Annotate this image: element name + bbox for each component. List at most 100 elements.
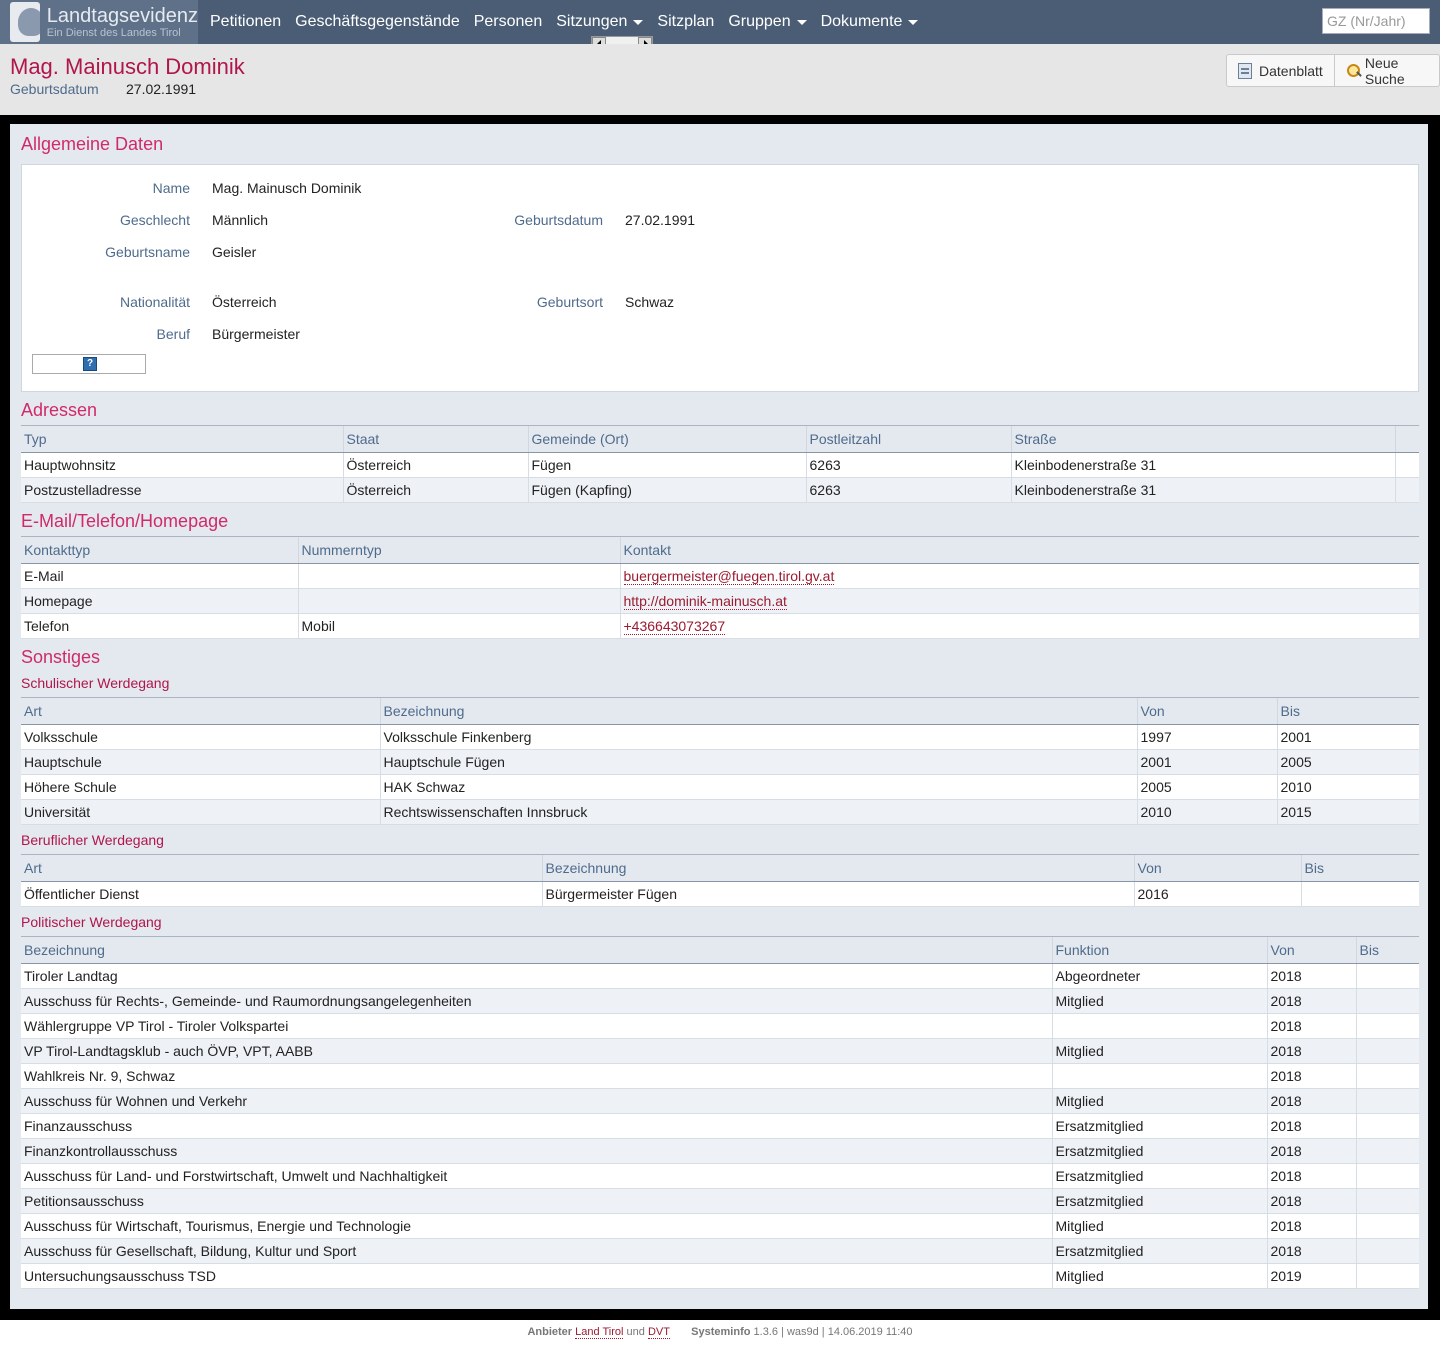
- column-header[interactable]: Funktion: [1051, 936, 1267, 964]
- column-header[interactable]: Bis: [1276, 697, 1419, 725]
- table-row: Homepage http://dominik-mainusch.at: [21, 588, 1419, 614]
- column-header[interactable]: Kontakt: [619, 536, 1419, 564]
- nav-item-dokumente[interactable]: Dokumente: [821, 13, 919, 31]
- table-cell: Mitglied: [1052, 1263, 1268, 1289]
- brand-subtitle: Ein Dienst des Landes Tirol: [46, 26, 181, 39]
- column-header[interactable]: Nummerntyp: [297, 536, 620, 564]
- table-cell: Ersatzmitglied: [1052, 1113, 1268, 1139]
- gz-search-input[interactable]: [1322, 8, 1430, 34]
- table-row: Hauptwohnsitz Österreich Fügen 6263 Klei…: [21, 452, 1419, 478]
- table-cell: Ausschuss für Wirtschaft, Tourismus, Ene…: [21, 1213, 1053, 1239]
- column-header[interactable]: Bezeichnung: [541, 854, 1134, 882]
- table-row: E-Mail buergermeister@fuegen.tirol.gv.at: [21, 563, 1419, 589]
- column-header: [1394, 425, 1419, 453]
- geschlecht-value: Männlich: [212, 212, 269, 228]
- geschlecht-label: Geschlecht: [119, 212, 190, 228]
- column-header[interactable]: Von: [1136, 697, 1277, 725]
- nav-item-gruppen[interactable]: Gruppen: [728, 13, 807, 31]
- column-header[interactable]: Typ: [21, 425, 343, 453]
- table-row: Höhere Schule HAK Schwaz 2005 2010: [21, 774, 1419, 800]
- table-row: Petitionsausschuss Ersatzmitglied 2018: [21, 1188, 1419, 1214]
- section-title-adressen: Adressen: [21, 400, 98, 420]
- table-cell: Mobil: [298, 613, 621, 639]
- table-cell: 2018: [1267, 1238, 1357, 1264]
- footer-link-land-tirol[interactable]: Land Tirol: [575, 1326, 624, 1339]
- table-cell: Tiroler Landtag: [21, 963, 1053, 989]
- homepage-link[interactable]: http://dominik-mainusch.at: [623, 593, 787, 610]
- column-header[interactable]: Straße: [1010, 425, 1395, 453]
- column-header[interactable]: Von: [1133, 854, 1301, 882]
- table-cell: 2018: [1267, 1063, 1357, 1089]
- table-row: Ausschuss für Wohnen und Verkehr Mitglied…: [21, 1088, 1419, 1114]
- table-cell: 2001: [1137, 749, 1278, 775]
- schule-tbody: Volksschule Volksschule Finkenberg 1997 200…: [21, 724, 1419, 825]
- main-nav: Petitionen Geschäftsgegenstände Personen…: [210, 0, 932, 44]
- nav-item-personen[interactable]: Personen: [473, 13, 543, 30]
- section-title-sonstiges: Sonstiges: [21, 647, 101, 667]
- help-widget[interactable]: ?: [32, 354, 146, 374]
- table-row: Ausschuss für Wirtschaft, Tourismus, Ene…: [21, 1213, 1419, 1239]
- table-cell: Volksschule Finkenberg: [380, 724, 1138, 750]
- table-row: Ausschuss für Rechts-, Gemeinde- und Rau…: [21, 988, 1419, 1014]
- nav-item-petitionen[interactable]: Petitionen: [210, 13, 282, 30]
- header-birth-label: Geburtsdatum: [10, 81, 99, 97]
- table-cell: 2018: [1267, 1138, 1357, 1164]
- datenblatt-button[interactable]: Datenblatt: [1227, 55, 1334, 86]
- beruf-label: Beruf: [156, 326, 190, 342]
- help-icon[interactable]: ?: [83, 357, 97, 371]
- footer-systeminfo-label: Systeminfo: [691, 1326, 751, 1338]
- table-cell: [1356, 1263, 1419, 1289]
- column-header[interactable]: Gemeinde (Ort): [527, 425, 806, 453]
- footer-link-dvt[interactable]: DVT: [647, 1326, 670, 1339]
- table-cell: Mitglied: [1052, 988, 1268, 1014]
- column-header[interactable]: Von: [1266, 936, 1356, 964]
- table-cell: 2018: [1267, 988, 1357, 1014]
- column-header[interactable]: Bezeichnung: [379, 697, 1137, 725]
- column-header[interactable]: Bezeichnung: [21, 936, 1052, 964]
- page-title: Mag. Mainusch Dominik: [10, 54, 245, 79]
- column-header[interactable]: Art: [21, 854, 542, 882]
- nav-item-sitzplan[interactable]: Sitzplan: [657, 13, 715, 30]
- table-cell: 2018: [1267, 1188, 1357, 1214]
- table-cell: [1395, 452, 1419, 478]
- column-header[interactable]: Bis: [1355, 936, 1419, 964]
- table-cell: [1356, 963, 1419, 989]
- column-header[interactable]: Postleitzahl: [805, 425, 1011, 453]
- table-cell: 2005: [1277, 749, 1419, 775]
- header-birth-value: 27.02.1991: [126, 81, 197, 97]
- table-cell: Wahlkreis Nr. 9, Schwaz: [21, 1063, 1053, 1089]
- table-cell: Ausschuss für Gesellschaft, Bildung, Kul…: [21, 1238, 1053, 1264]
- table-cell: [1356, 1038, 1419, 1064]
- table-row: Finanzkontrollausschuss Ersatzmitglied 201…: [21, 1138, 1419, 1164]
- table-cell: [1395, 477, 1419, 503]
- beruf-value: Bürgermeister: [212, 326, 300, 342]
- brand-home-link[interactable]: Landtagsevidenz Ein Dienst des Landes Ti…: [0, 0, 198, 44]
- table-cell: [1052, 1063, 1268, 1089]
- table-cell: Petitionsausschuss: [21, 1188, 1053, 1214]
- table-cell: 2018: [1267, 963, 1357, 989]
- table-cell: Abgeordneter: [1052, 963, 1268, 989]
- geburtsort-value: Schwaz: [625, 294, 675, 310]
- person-header: Mag. Mainusch Dominik Geburtsdatum 27.02…: [0, 44, 1440, 115]
- subsection-title-beruf: Beruflicher Werdegang: [21, 832, 164, 848]
- table-cell: Postzustelladresse: [21, 477, 344, 503]
- table-cell: 2016: [1134, 881, 1302, 907]
- column-header[interactable]: Staat: [342, 425, 528, 453]
- table-row: Finanzausschuss Ersatzmitglied 2018: [21, 1113, 1419, 1139]
- table-cell: http://dominik-mainusch.at: [620, 588, 1419, 614]
- table-cell: [1356, 1213, 1419, 1239]
- table-cell: 2018: [1267, 1213, 1357, 1239]
- email-link[interactable]: buergermeister@fuegen.tirol.gv.at: [623, 568, 835, 585]
- table-cell: [1356, 988, 1419, 1014]
- neue-suche-button[interactable]: Neue Suche: [1333, 55, 1439, 87]
- column-header[interactable]: Bis: [1300, 854, 1419, 882]
- geburtsdatum-label: Geburtsdatum: [514, 212, 603, 228]
- column-header[interactable]: Art: [21, 697, 380, 725]
- nav-item-geschaeftsgegenstaende[interactable]: Geschäftsgegenstände: [295, 13, 460, 30]
- phone-link[interactable]: +436643073267: [623, 618, 726, 635]
- table-cell: Österreich: [343, 477, 529, 503]
- column-header[interactable]: Kontakttyp: [21, 536, 298, 564]
- nav-item-sitzungen[interactable]: Sitzungen: [556, 13, 644, 31]
- nationalitaet-value: Österreich: [212, 294, 277, 310]
- footer-und: und: [626, 1326, 645, 1338]
